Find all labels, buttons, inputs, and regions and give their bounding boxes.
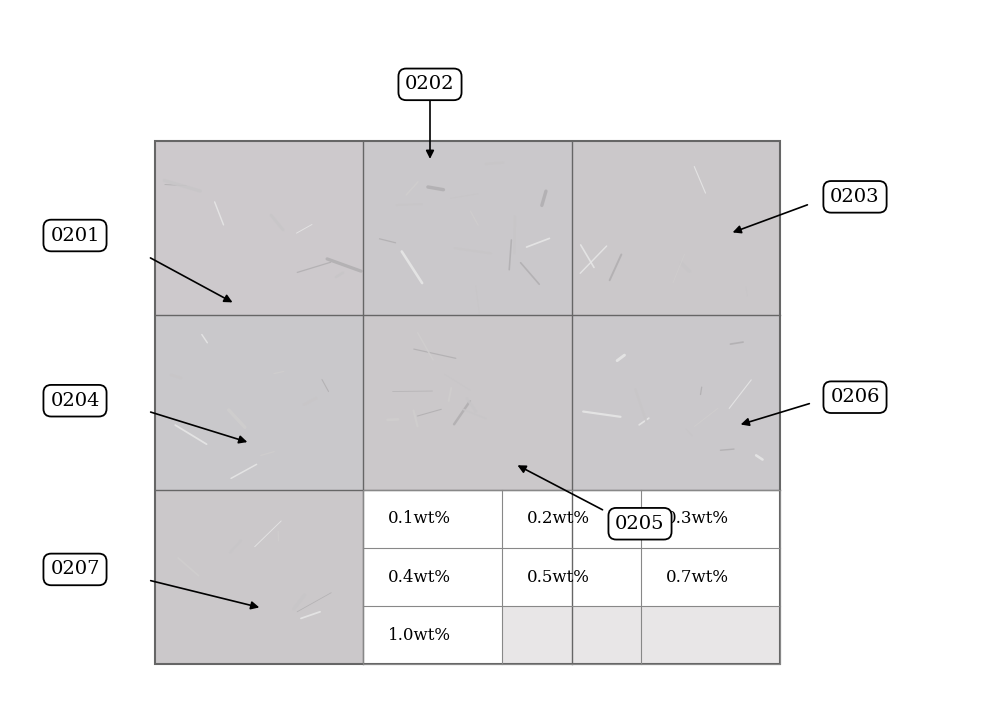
Bar [572, 141, 780, 315]
Bar [572, 490, 780, 664]
Bar [363, 141, 572, 315]
Bar [363, 490, 572, 664]
Bar [502, 606, 780, 664]
Bar [155, 315, 363, 490]
Bar [363, 315, 572, 490]
Bar [363, 490, 780, 664]
Text: 0201: 0201 [50, 226, 100, 245]
Text: 0206: 0206 [830, 388, 880, 406]
Text: 0.2wt%: 0.2wt% [527, 510, 590, 527]
Bar [155, 141, 780, 664]
Bar [572, 315, 780, 490]
Text: 0.1wt%: 0.1wt% [388, 510, 451, 527]
Bar [155, 141, 363, 315]
Bar [155, 490, 363, 664]
Text: 0.3wt%: 0.3wt% [666, 510, 729, 527]
Text: 0205: 0205 [615, 515, 665, 533]
Text: 0.4wt%: 0.4wt% [388, 569, 451, 586]
Text: 0203: 0203 [830, 188, 880, 206]
Bar [363, 490, 780, 664]
Text: 0204: 0204 [50, 392, 100, 410]
Text: 0202: 0202 [405, 75, 455, 93]
Text: 1.0wt%: 1.0wt% [388, 627, 451, 644]
Text: 0.7wt%: 0.7wt% [666, 569, 729, 586]
Text: 0.5wt%: 0.5wt% [527, 569, 590, 586]
Text: 0207: 0207 [50, 560, 100, 579]
